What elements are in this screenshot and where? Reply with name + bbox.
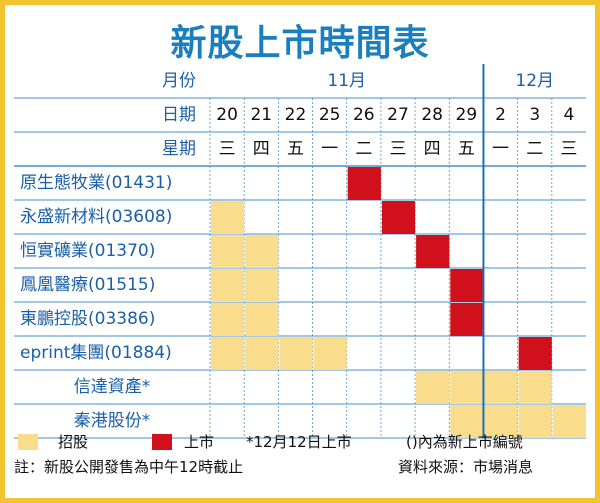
weekday-cell: 一 (492, 139, 509, 159)
subscription-cell (211, 337, 245, 370)
subscription-cell (245, 337, 279, 370)
subscription-cell (518, 405, 552, 438)
weekday-cell: 四 (253, 139, 270, 159)
listing-cell (347, 167, 381, 200)
subscription-cell (518, 371, 552, 404)
date-cell: 2 (495, 105, 506, 125)
date-cell: 3 (529, 105, 540, 125)
month-label: 11月 (327, 71, 366, 91)
legend-listing-label: 上市 (184, 433, 215, 451)
weekday-cell: 二 (355, 139, 372, 159)
stock-name: 永盛新材料(03608) (20, 207, 172, 227)
date-header-label: 日期 (162, 105, 196, 125)
date-cell: 27 (387, 105, 409, 125)
weekday-cell: 一 (321, 139, 338, 159)
subscription-cell (211, 201, 245, 234)
date-cell: 4 (563, 105, 574, 125)
subscription-cell (211, 235, 245, 268)
subscription-cell (211, 269, 245, 302)
weekday-cell: 五 (287, 139, 304, 159)
listing-cell (450, 303, 484, 336)
subscription-cell (245, 269, 279, 302)
weekday-cell: 三 (560, 139, 577, 159)
weekday-header-label: 星期 (162, 139, 196, 159)
stock-name: 秦港股份* (74, 411, 151, 431)
date-cell: 26 (353, 105, 375, 125)
weekday-cell: 五 (458, 139, 475, 159)
source-note: 資料來源：市場消息 (398, 458, 534, 476)
legend-subscription-label: 招股 (58, 433, 89, 451)
date-cell: 25 (319, 105, 341, 125)
weekday-cell: 三 (390, 139, 407, 159)
stock-name: 恒實礦業(01370) (20, 241, 155, 261)
subscription-cell (211, 303, 245, 336)
subscription-cell (245, 303, 279, 336)
subscription-cell (313, 337, 347, 370)
stock-name: 鳳凰醫療(01515) (20, 275, 155, 295)
subscription-cell (450, 371, 484, 404)
subscription-cell (484, 405, 518, 438)
subscription-cell (552, 405, 586, 438)
month-label: 12月 (515, 71, 554, 91)
subscription-cell (484, 371, 518, 404)
weekday-cell: 三 (219, 139, 236, 159)
listing-cell (381, 201, 416, 234)
date-cell: 21 (250, 105, 272, 125)
month-header-label: 月份 (162, 71, 196, 91)
stock-name: 信達資產* (74, 377, 151, 397)
listing-cell (450, 269, 484, 302)
date-cell: 20 (216, 105, 238, 125)
footnote: 註：新股公開發售為中午12時截止 (14, 458, 244, 476)
legend-asterisk-note: *12月12日上市 (246, 433, 352, 451)
legend-subscription-swatch (18, 434, 38, 450)
weekday-cell: 四 (424, 139, 441, 159)
stock-name: 東鵬控股(03386) (20, 309, 155, 329)
weekday-cell: 二 (526, 139, 543, 159)
legend-bracket-note: ()內為新上市編號 (406, 433, 523, 451)
listing-cell (416, 235, 450, 268)
date-cell: 22 (285, 105, 307, 125)
date-cell: 28 (421, 105, 443, 125)
subscription-cell (450, 405, 484, 438)
legend-listing-swatch (152, 434, 172, 450)
subscription-cell (416, 371, 450, 404)
legend: 招股 上市 *12月12日上市 ()內為新上市編號 (14, 430, 594, 460)
date-cell: 29 (456, 105, 478, 125)
page-title: 新股上市時間表 (170, 23, 430, 64)
subscription-cell (245, 235, 279, 268)
listing-cell (518, 337, 552, 370)
stock-name: 原生態牧業(01431) (20, 173, 172, 193)
subscription-cell (279, 337, 313, 370)
stock-name: eprint集團(01884) (20, 343, 172, 363)
